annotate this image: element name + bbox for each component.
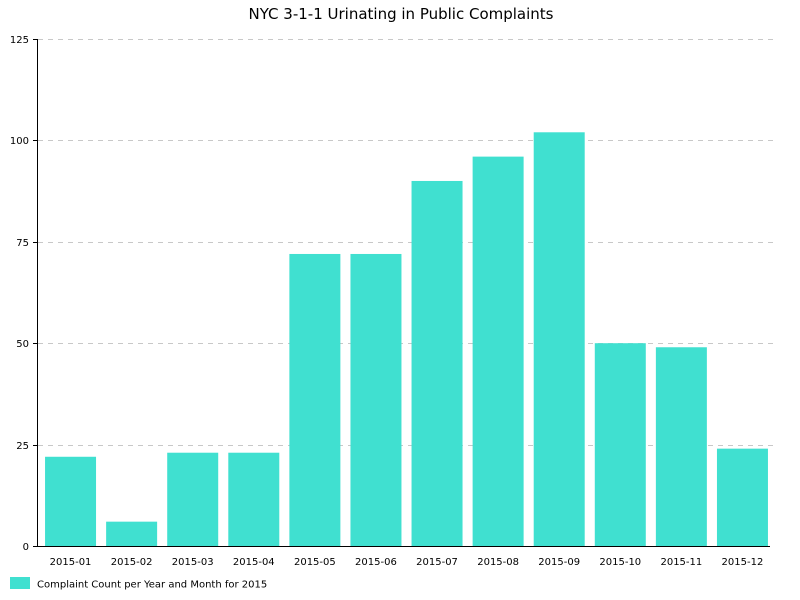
y-tick-label: 75 xyxy=(16,238,29,249)
bar-2015-07[interactable] xyxy=(411,180,463,546)
x-tick-label: 2015-10 xyxy=(599,557,641,568)
bar-2015-12[interactable] xyxy=(716,448,768,546)
gridlines xyxy=(38,39,775,446)
bar-2015-09[interactable] xyxy=(533,132,585,546)
y-tick-label: 50 xyxy=(16,339,29,350)
chart-title: NYC 3-1-1 Urinating in Public Complaints xyxy=(248,5,553,23)
y-tick-label: 125 xyxy=(10,35,29,46)
x-tick-label: 2015-08 xyxy=(477,557,519,568)
bar-2015-11[interactable] xyxy=(655,347,707,546)
bar-2015-08[interactable] xyxy=(472,156,524,546)
legend: Complaint Count per Year and Month for 2… xyxy=(10,577,267,591)
y-tick-label: 25 xyxy=(16,441,29,452)
x-tick-label: 2015-07 xyxy=(416,557,458,568)
bar-2015-04[interactable] xyxy=(228,452,280,546)
legend-swatch xyxy=(10,577,30,589)
y-axis-ticks: 0 25 50 75 100 125 xyxy=(10,35,37,553)
x-tick-label: 2015-04 xyxy=(233,557,275,568)
bar-2015-06[interactable] xyxy=(350,253,402,546)
bar-2015-02[interactable] xyxy=(106,521,158,546)
bar-2015-05[interactable] xyxy=(289,253,341,546)
x-axis-ticks: 2015-01 2015-02 2015-03 2015-04 2015-05 2015-… xyxy=(50,557,764,568)
x-tick-label: 2015-11 xyxy=(660,557,702,568)
x-tick-label: 2015-02 xyxy=(111,557,153,568)
x-tick-label: 2015-01 xyxy=(50,557,92,568)
bars xyxy=(45,132,768,546)
axes xyxy=(37,39,770,547)
x-tick-label: 2015-05 xyxy=(294,557,336,568)
y-tick-label: 0 xyxy=(23,542,29,553)
bar-2015-01[interactable] xyxy=(45,456,97,546)
bar-2015-03[interactable] xyxy=(167,452,219,546)
y-tick-label: 100 xyxy=(10,136,29,147)
x-tick-label: 2015-09 xyxy=(538,557,580,568)
legend-label: Complaint Count per Year and Month for 2… xyxy=(37,580,267,591)
x-tick-label: 2015-06 xyxy=(355,557,397,568)
x-tick-label: 2015-12 xyxy=(722,557,764,568)
bar-2015-10[interactable] xyxy=(594,343,646,546)
x-tick-label: 2015-03 xyxy=(172,557,214,568)
